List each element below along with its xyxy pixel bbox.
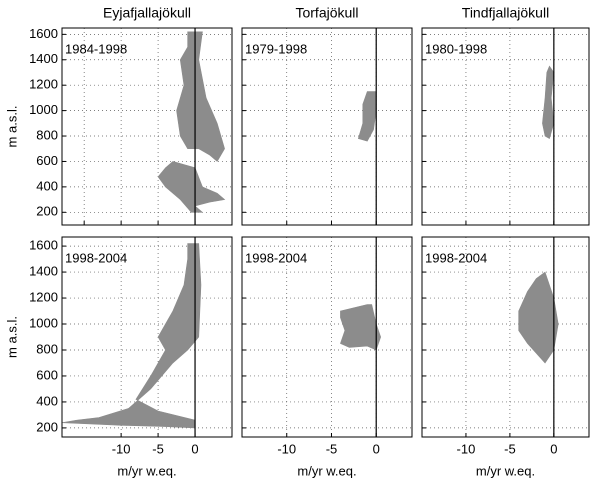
panel: 200 400 600 800 1000 1200 1400 1600 -10 -5 0 1998-2…	[4, 236, 233, 478]
x-tick-label: -5	[152, 441, 164, 456]
plot-frame	[62, 237, 232, 437]
plot-border	[61, 236, 233, 438]
panel: -10 -5 0 1998-2004 m/yr w.eq.	[421, 236, 590, 478]
y-tick-label: 800	[36, 341, 58, 356]
y-tick-label: 600	[36, 367, 58, 382]
plot-frame	[422, 237, 589, 437]
y-tick-label: 1000	[29, 315, 58, 330]
y-axis-label: m a.s.l.	[4, 316, 19, 358]
period-label: 1984-1998	[65, 41, 127, 56]
y-tick-label: 1400	[29, 51, 58, 66]
x-tick-label: 0	[550, 441, 557, 456]
data-region	[61, 243, 202, 429]
data-region	[340, 304, 382, 351]
x-tick-label: -10	[277, 441, 296, 456]
data-region	[176, 31, 225, 162]
y-tick-label: 200	[36, 204, 58, 219]
panel-title: Torfajökull	[295, 5, 358, 21]
panel: -10 -5 0 1998-2004 m/yr w.eq.	[241, 236, 413, 478]
x-tick-label: -10	[457, 441, 476, 456]
y-tick-label: 400	[36, 393, 58, 408]
plot-frame	[422, 28, 589, 225]
x-axis-label: m/yr w.eq.	[117, 463, 176, 478]
y-tick-label: 1200	[29, 77, 58, 92]
y-tick-label: 600	[36, 153, 58, 168]
y-tick-label: 1600	[29, 26, 58, 41]
data-region	[518, 271, 559, 364]
plot-border	[61, 27, 233, 226]
x-axis-label: m/yr w.eq.	[476, 463, 535, 478]
panel: 1979-1998 Torfajökull	[241, 5, 413, 226]
x-tick-label: -5	[504, 441, 516, 456]
plot-border	[241, 27, 413, 226]
plot-border	[421, 27, 590, 226]
panel: 1980-1998 Tindfjallajökull	[421, 5, 590, 226]
period-label: 1998-2004	[425, 250, 487, 265]
panel-title: Tindfjallajökull	[462, 5, 549, 21]
x-tick-label: 0	[191, 441, 198, 456]
y-tick-label: 1200	[29, 289, 58, 304]
x-tick-label: 0	[373, 441, 380, 456]
data-region	[542, 65, 555, 140]
plot-border	[241, 236, 413, 438]
period-label: 1980-1998	[425, 41, 487, 56]
period-label: 1979-1998	[245, 41, 307, 56]
x-tick-label: -10	[112, 441, 131, 456]
period-label: 1998-2004	[245, 250, 307, 265]
plot-frame	[242, 237, 412, 437]
data-region	[157, 161, 226, 213]
x-axis-label: m/yr w.eq.	[297, 463, 356, 478]
y-tick-label: 800	[36, 127, 58, 142]
plot-border	[421, 236, 590, 438]
y-tick-label: 1400	[29, 264, 58, 279]
y-tick-label: 400	[36, 178, 58, 193]
y-tick-label: 1000	[29, 102, 58, 117]
plot-frame	[242, 28, 412, 225]
period-label: 1998-2004	[65, 250, 127, 265]
y-axis-label: m a.s.l.	[4, 106, 19, 148]
panel: 200 400 600 800 1000 1200 1400 1600 1984-1998 Eyj…	[4, 5, 233, 226]
y-tick-label: 200	[36, 419, 58, 434]
x-tick-label: -5	[326, 441, 338, 456]
y-tick-label: 1600	[29, 238, 58, 253]
panel-title: Eyjafjallajökull	[103, 5, 191, 21]
